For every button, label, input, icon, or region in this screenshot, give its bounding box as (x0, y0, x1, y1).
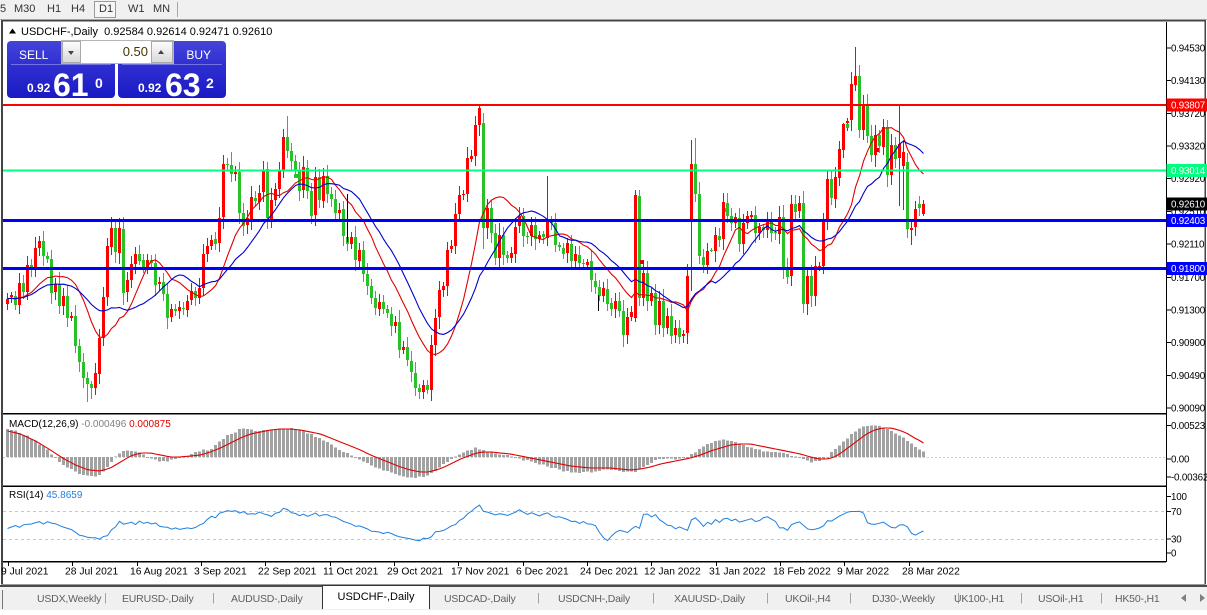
svg-text:0.90490: 0.90490 (1171, 371, 1206, 382)
svg-text:0.92610: 0.92610 (1171, 200, 1206, 211)
svg-text:0.92403: 0.92403 (1171, 216, 1206, 227)
svg-text:0.93807: 0.93807 (1171, 101, 1205, 112)
svg-text:-0.00362: -0.00362 (1171, 473, 1207, 484)
svg-text:RSI(14) 45.8659: RSI(14) 45.8659 (9, 490, 83, 501)
svg-text:9 Mar 2022: 9 Mar 2022 (837, 567, 889, 578)
svg-text:70: 70 (1171, 507, 1182, 518)
svg-text:24 Dec 2021: 24 Dec 2021 (580, 567, 639, 578)
svg-text:0.00523: 0.00523 (1171, 421, 1206, 432)
svg-text:0.93014: 0.93014 (1171, 166, 1206, 177)
svg-text:18 Feb 2022: 18 Feb 2022 (773, 567, 831, 578)
svg-text:17 Nov 2021: 17 Nov 2021 (451, 567, 510, 578)
svg-text:0.92110: 0.92110 (1171, 240, 1205, 251)
svg-text:0.00: 0.00 (1171, 455, 1190, 466)
svg-text:0.90090: 0.90090 (1171, 404, 1206, 415)
svg-text:31 Jan 2022: 31 Jan 2022 (709, 567, 766, 578)
svg-text:0.93320: 0.93320 (1171, 142, 1206, 153)
svg-text:USDCHF-,Daily 0.92584 0.92614: USDCHF-,Daily 0.92584 0.92614 0.92471 0.… (21, 26, 272, 38)
svg-text:11 Oct 2021: 11 Oct 2021 (323, 567, 379, 578)
svg-text:6 Dec 2021: 6 Dec 2021 (516, 567, 569, 578)
svg-text:0.90900: 0.90900 (1171, 338, 1206, 349)
svg-text:3 Sep 2021: 3 Sep 2021 (194, 567, 247, 578)
svg-text:9 Jul 2021: 9 Jul 2021 (1, 567, 49, 578)
svg-text:MACD(12,26,9) -0.000496 0.0008: MACD(12,26,9) -0.000496 0.000875 (9, 419, 171, 430)
svg-text:0.94530: 0.94530 (1171, 43, 1206, 54)
svg-text:0: 0 (1171, 548, 1177, 559)
svg-text:100: 100 (1171, 492, 1187, 503)
svg-text:16 Aug 2021: 16 Aug 2021 (130, 567, 188, 578)
svg-text:0.94130: 0.94130 (1171, 76, 1206, 87)
svg-text:28 Jul 2021: 28 Jul 2021 (65, 567, 119, 578)
svg-text:29 Oct 2021: 29 Oct 2021 (387, 567, 443, 578)
svg-text:0.91300: 0.91300 (1171, 305, 1206, 316)
svg-text:22 Sep 2021: 22 Sep 2021 (258, 567, 317, 578)
svg-text:28 Mar 2022: 28 Mar 2022 (902, 567, 960, 578)
svg-text:12 Jan 2022: 12 Jan 2022 (644, 567, 701, 578)
svg-text:30: 30 (1171, 534, 1182, 545)
svg-text:0.91800: 0.91800 (1171, 264, 1206, 275)
